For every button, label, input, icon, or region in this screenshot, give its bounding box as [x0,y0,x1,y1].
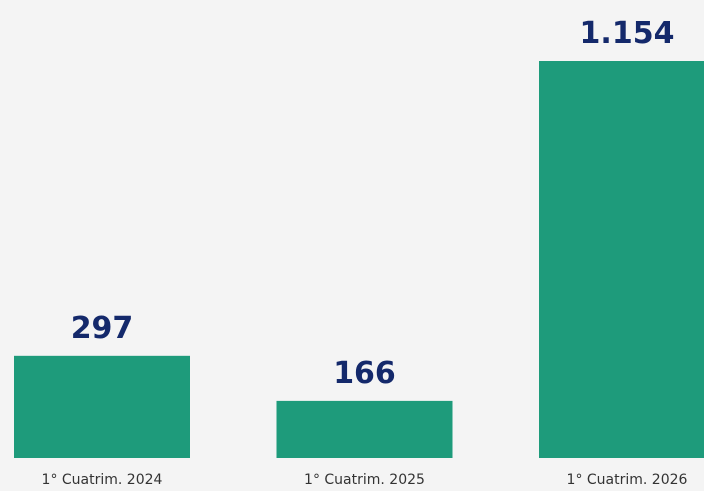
bar [276,400,453,458]
value-label: 1.154 [580,16,675,51]
value-label: 297 [71,311,134,346]
category-label: 1° Cuatrim. 2024 [42,472,163,488]
bar [14,355,190,458]
value-label: 166 [333,356,396,391]
category-label: 1° Cuatrim. 2026 [567,472,688,488]
category-label: 1° Cuatrim. 2025 [304,472,425,488]
bar [539,61,704,458]
